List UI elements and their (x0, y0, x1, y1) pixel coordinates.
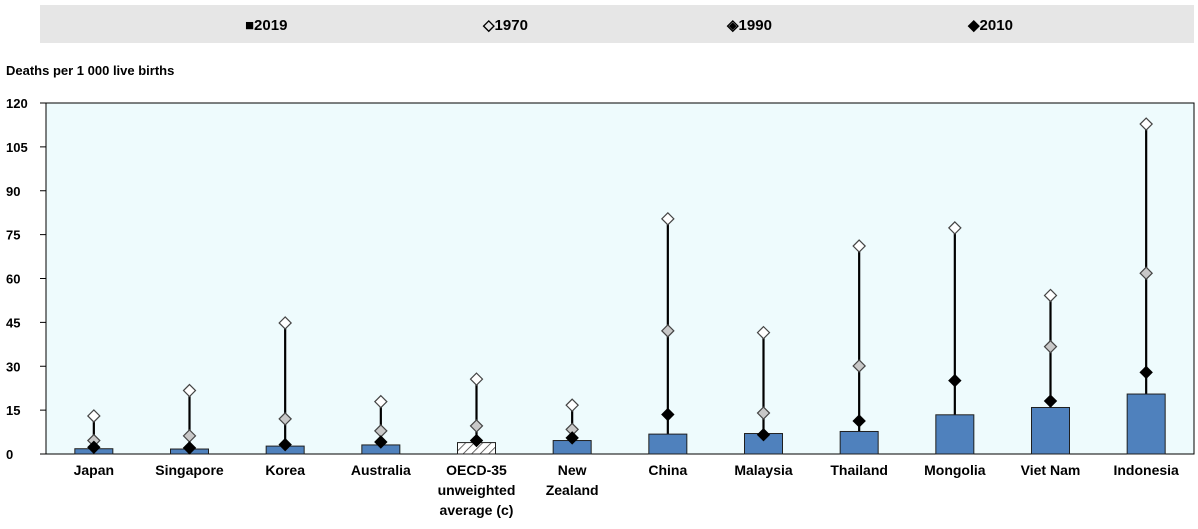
bar-2019 (1126, 393, 1166, 455)
marker-1990 (469, 419, 484, 433)
marker-2010 (87, 440, 101, 454)
y-tick-label: 75 (6, 228, 20, 243)
x-tick-label: Thailand (830, 462, 888, 478)
x-tick-label: Viet Nam (1021, 462, 1081, 478)
y-axis-label: Deaths per 1 000 live births (6, 63, 174, 78)
marker-1970 (660, 211, 675, 226)
x-tick-label: Zealand (546, 482, 599, 498)
y-axis: 0 15 30 45 60 75 90 105 120 (6, 96, 46, 462)
y-tick-label: 90 (6, 184, 20, 199)
marker-1970 (278, 316, 293, 330)
marker-1970 (373, 394, 388, 409)
marker-1990 (756, 406, 771, 420)
marker-1970 (469, 372, 484, 386)
x-tick-label: Australia (351, 462, 411, 478)
marker-1970 (1043, 288, 1058, 303)
marker-2010 (756, 427, 771, 442)
y-tick-label: 0 (6, 447, 13, 462)
marker-1990 (1139, 266, 1154, 281)
series-layer (74, 117, 1166, 455)
plot-area (45, 102, 1195, 455)
bar-2019 (648, 433, 688, 455)
marker-2010 (278, 437, 292, 452)
legend-box (40, 5, 1194, 43)
x-tick-label: average (c) (440, 502, 514, 518)
x-tick-label: Indonesia (1113, 462, 1179, 478)
marker-1990 (660, 324, 675, 338)
x-tick-label: Japan (74, 462, 114, 478)
x-tick-label: New (558, 462, 587, 478)
marker-1970 (1139, 117, 1154, 131)
legend-item-1990: ◈1990 (726, 17, 772, 34)
x-tick-label: Malaysia (734, 462, 793, 478)
y-tick-label: 60 (6, 272, 20, 287)
bar-2019 (935, 414, 975, 455)
marker-2010 (852, 414, 866, 428)
bar-2019 (839, 430, 879, 455)
y-tick-label: 15 (6, 403, 20, 418)
y-tick-label: 45 (6, 315, 20, 330)
marker-1970 (182, 383, 197, 398)
x-tick-label: unweighted (438, 482, 516, 498)
marker-2010 (1139, 365, 1153, 380)
x-tick-label: Mongolia (924, 462, 986, 478)
marker-1990 (1043, 339, 1058, 354)
x-tick-label: China (648, 462, 687, 478)
marker-1990 (852, 359, 867, 373)
y-tick-label: 120 (6, 96, 28, 111)
y-tick-label: 30 (6, 359, 20, 374)
x-tick-label: Singapore (155, 462, 224, 478)
x-tick-label: OECD-35 (446, 462, 507, 478)
marker-2010 (182, 441, 197, 455)
x-tick-label: Korea (265, 462, 305, 478)
y-tick-label: 105 (6, 140, 28, 155)
marker-1970 (947, 221, 962, 235)
x-axis: Japan Singapore Korea Australia OECD-35 unwei… (74, 462, 1179, 518)
marker-2010 (565, 431, 579, 445)
marker-2010 (374, 435, 388, 449)
marker-1970 (756, 325, 771, 340)
legend: ■2019 ◇1970 ◈1990 ◆2010 (245, 17, 1013, 34)
marker-1970 (565, 398, 580, 413)
marker-2010 (661, 407, 675, 422)
legend-item-2019: ■2019 (245, 17, 287, 34)
bar-2019 (1031, 406, 1070, 455)
marker-2010 (1043, 394, 1058, 408)
marker-1970 (86, 409, 101, 423)
legend-item-2010: ◆2010 (967, 17, 1013, 34)
legend-item-1970: ◇1970 (482, 17, 528, 34)
marker-2010 (948, 373, 962, 388)
marker-2010 (469, 433, 484, 448)
marker-1990 (278, 412, 293, 426)
marker-1970 (852, 239, 867, 253)
